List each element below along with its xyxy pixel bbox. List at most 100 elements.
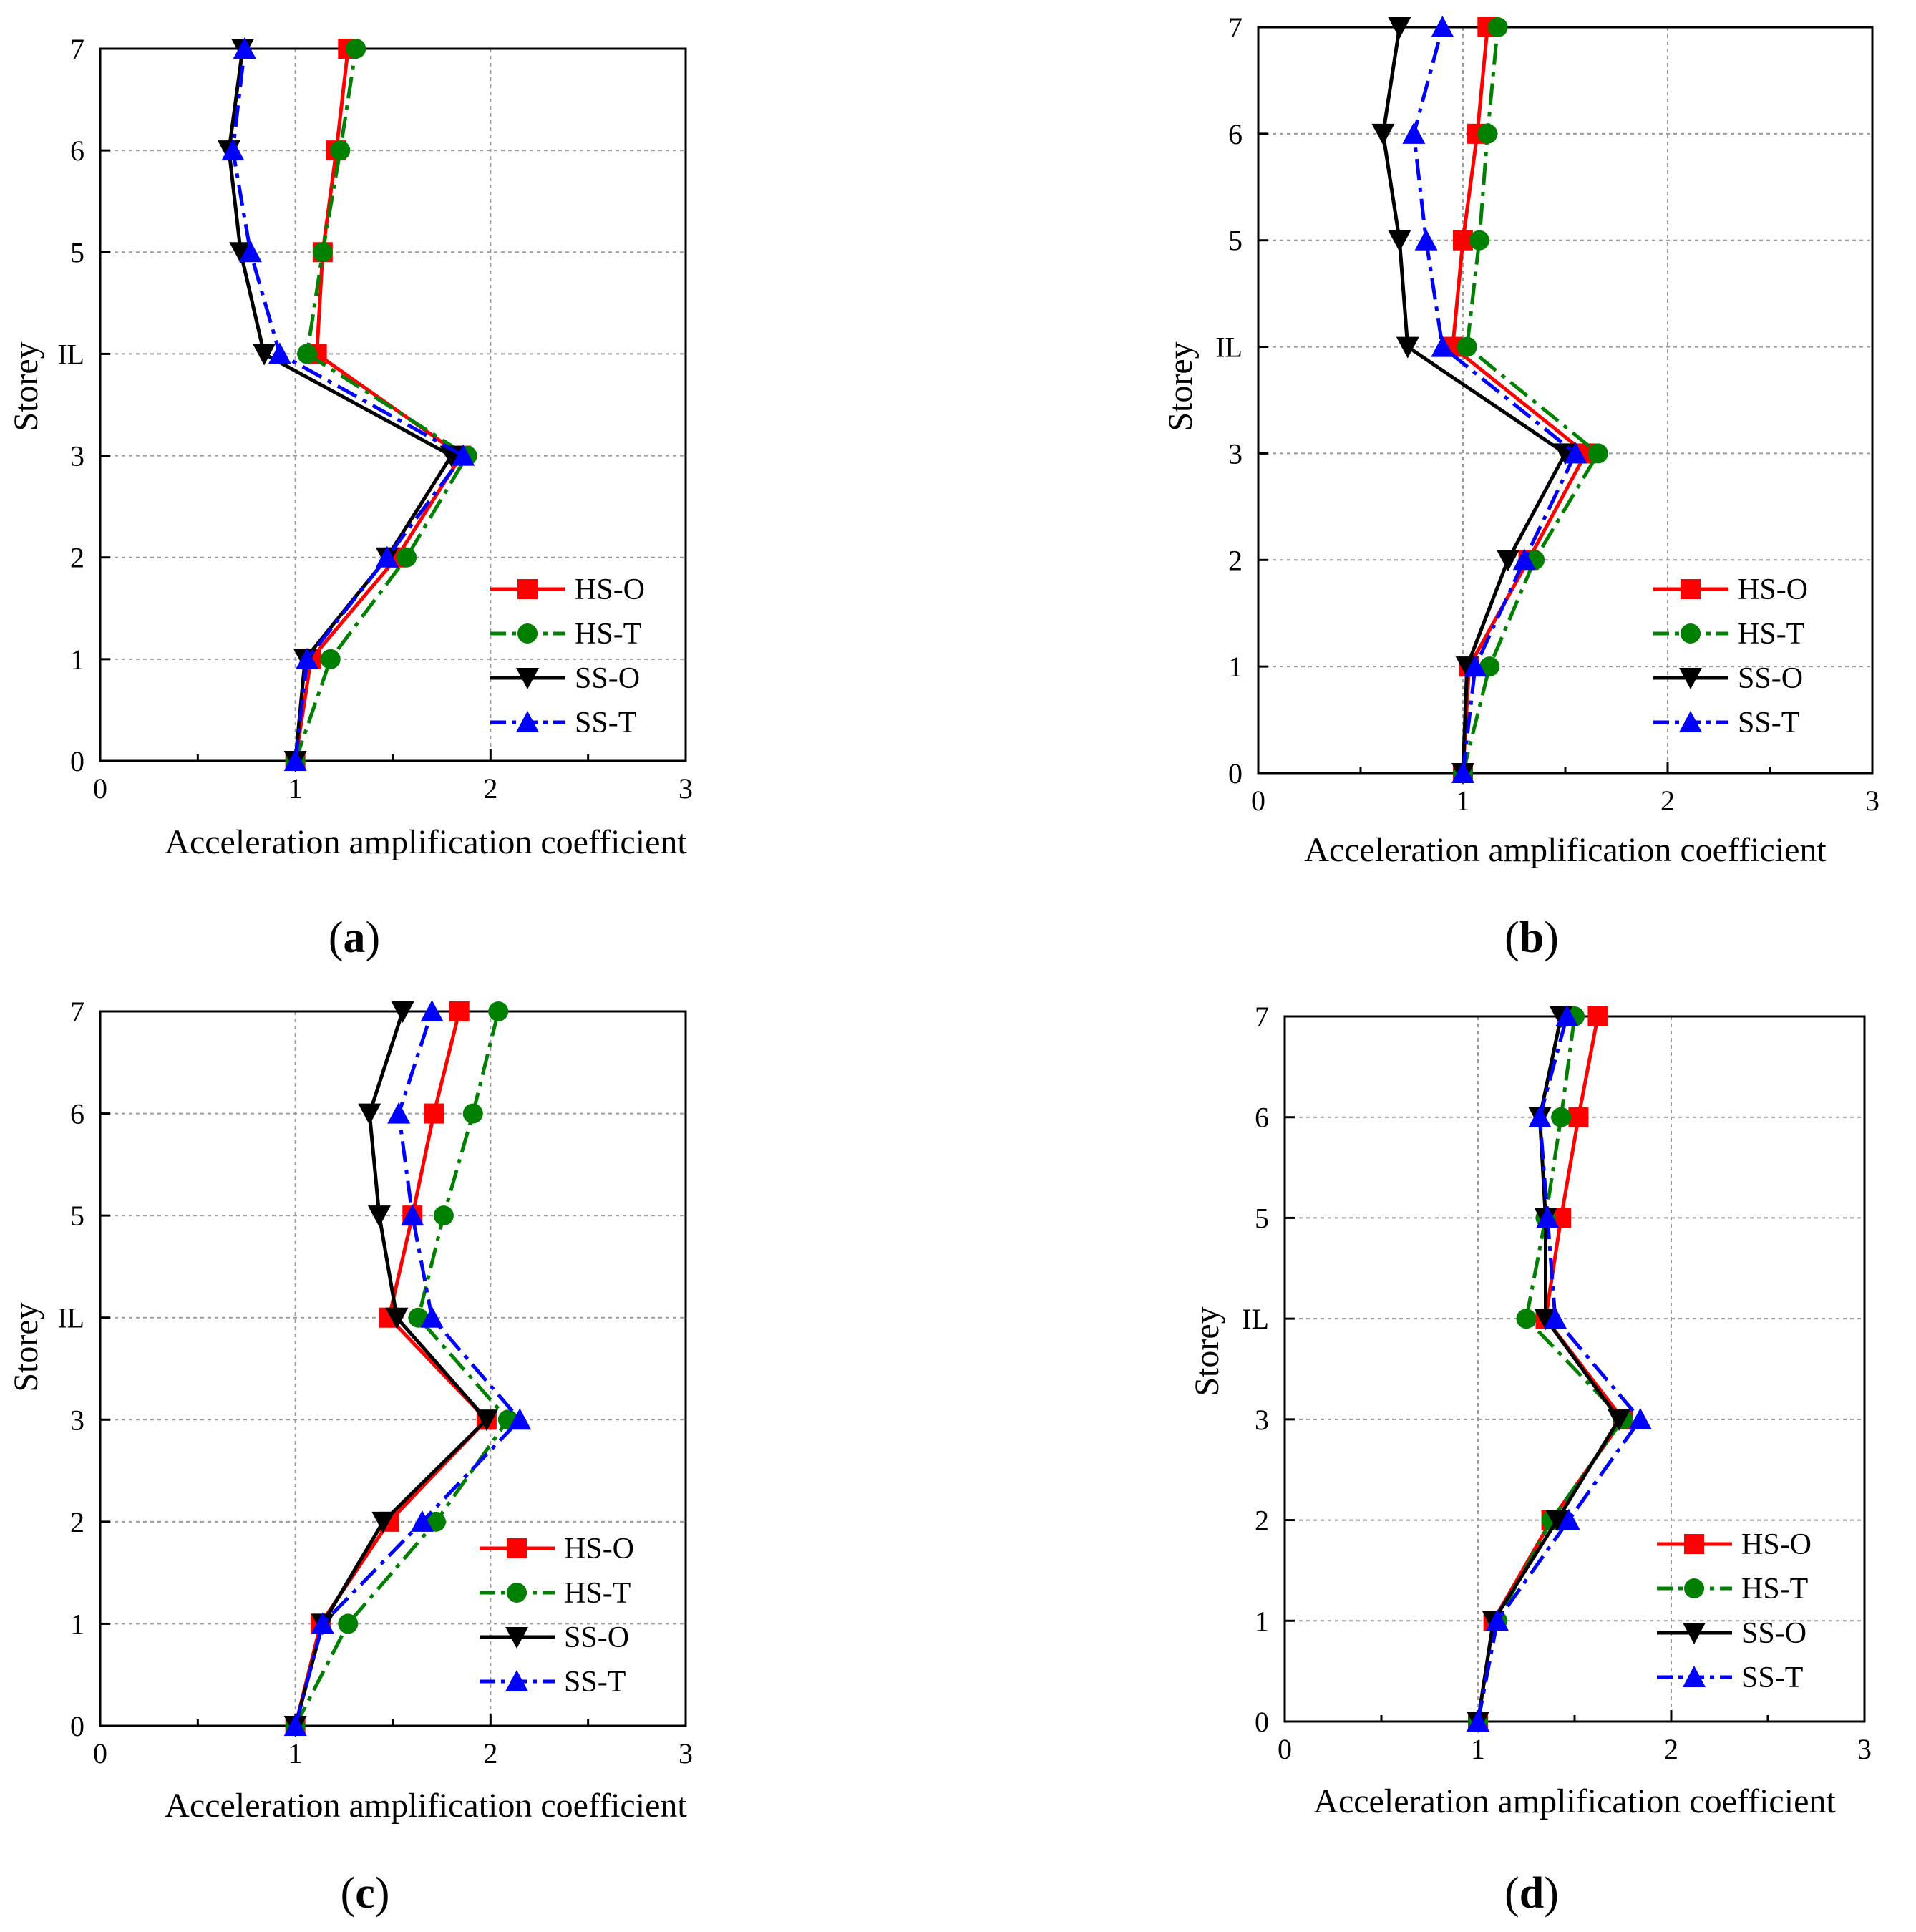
panel-label-close: ): [1544, 1869, 1559, 1918]
y-axis-label: Storey: [7, 1302, 45, 1392]
x-tick-label: 1: [1471, 1733, 1485, 1765]
data-point: [1587, 1006, 1608, 1026]
series-line: [1451, 26, 1588, 774]
legend-marker: [517, 579, 538, 599]
data-point: [475, 1409, 498, 1432]
data-point: [358, 1103, 381, 1125]
series-line: [1411, 26, 1577, 774]
data-point: [1464, 655, 1487, 677]
data-point: [233, 37, 256, 59]
x-axis-label: Acceleration amplification coefficient: [1304, 831, 1827, 869]
x-tick-label: 3: [679, 1737, 693, 1770]
data-point: [449, 1001, 470, 1021]
data-point: [229, 242, 253, 264]
legend-marker: [1681, 579, 1701, 599]
y-tick-label: 6: [70, 1098, 84, 1130]
panel-label-letter: c: [355, 1869, 375, 1918]
y-tick-label: 0: [1228, 757, 1243, 790]
data-point: [385, 1307, 409, 1329]
legend-label: HS-O: [575, 573, 645, 606]
plot-frame: [1257, 26, 1874, 775]
data-point: [1628, 1407, 1652, 1429]
data-point: [508, 1408, 532, 1430]
y-tick-label: 6: [1228, 118, 1243, 150]
data-point: [1451, 762, 1474, 783]
y-tick-label: IL: [1215, 331, 1243, 364]
data-point: [1487, 17, 1508, 37]
y-tick-label: 1: [1255, 1605, 1269, 1637]
panel-label: (c): [341, 1869, 390, 1918]
y-tick-label: 6: [70, 135, 84, 167]
y-tick-label: 7: [70, 996, 84, 1028]
x-tick-label: 0: [1251, 785, 1265, 817]
data-point: [1479, 656, 1500, 677]
x-tick-label: 0: [93, 772, 107, 805]
panel-b: 0 1 2 3 0 1 2 3 IL 5 6 7 Acceleration amplification …: [1162, 11, 1879, 962]
data-point: [1551, 1107, 1572, 1127]
panel-c: 0 1 2 3 0 1 2 3 IL 5 6 7 Acceleration amplification …: [7, 996, 693, 1918]
legend-marker: [516, 711, 539, 732]
data-point: [1528, 1105, 1552, 1127]
series-ss-t: [283, 1000, 532, 1736]
y-tick-label: 5: [70, 1200, 84, 1232]
y-tick-label: 5: [1228, 225, 1243, 257]
data-point: [367, 1205, 391, 1228]
x-tick-label: 2: [483, 1737, 497, 1770]
legend-marker: [1679, 711, 1702, 732]
data-point: [1414, 228, 1438, 251]
legend-marker: [1683, 1666, 1706, 1687]
data-point: [1564, 442, 1587, 464]
data-point: [1554, 443, 1577, 465]
panel-d: 0 1 2 3 0 1 2 3 IL 5 6 7 Acceleration amplification …: [1188, 1001, 1872, 1918]
data-point: [1402, 122, 1426, 144]
data-point: [1512, 548, 1536, 571]
data-point: [1545, 1510, 1569, 1532]
data-point: [371, 1511, 395, 1533]
data-point: [1431, 16, 1454, 37]
y-tick-label: 2: [70, 542, 84, 574]
y-tick-label: 1: [70, 644, 84, 676]
data-point: [1486, 1609, 1509, 1631]
y-tick-label: 7: [1228, 11, 1243, 44]
legend-label: HS-O: [564, 1533, 634, 1565]
data-point: [1396, 336, 1419, 359]
panel-label: (b): [1504, 913, 1559, 962]
series-line: [230, 48, 465, 762]
data-point: [338, 1613, 359, 1634]
legend-marker: [1681, 623, 1701, 644]
legend-marker: [1684, 1534, 1704, 1554]
y-tick-label: IL: [1242, 1303, 1269, 1335]
data-point: [296, 647, 319, 669]
y-tick-label: IL: [57, 338, 84, 370]
x-tick-label: 1: [288, 772, 303, 805]
legend-label: SS-O: [564, 1621, 629, 1654]
series-hs-t: [285, 39, 477, 771]
data-point: [1388, 230, 1411, 252]
x-tick-label: 3: [1857, 1733, 1872, 1765]
panel-label-close: ): [1544, 913, 1559, 962]
data-point: [1516, 1309, 1537, 1329]
data-point: [1568, 1107, 1589, 1127]
data-point: [1557, 1508, 1580, 1530]
legend-marker: [505, 1670, 528, 1691]
data-point: [238, 241, 262, 263]
data-point: [221, 139, 245, 161]
series-line: [1461, 26, 1600, 774]
y-tick-label: 2: [70, 1506, 84, 1538]
data-point: [1544, 1307, 1567, 1329]
data-point: [401, 1204, 424, 1226]
series-hs-t: [285, 1001, 518, 1736]
panel-label-open: (: [1504, 1869, 1519, 1918]
y-tick-label: 0: [70, 745, 84, 777]
data-point: [320, 649, 341, 669]
y-tick-label: 7: [1255, 1001, 1269, 1033]
panel-label-open: (: [1504, 913, 1519, 962]
series-ss-t: [221, 37, 475, 771]
data-point: [452, 444, 475, 466]
data-point: [346, 39, 366, 59]
legend-marker: [517, 623, 538, 644]
y-tick-label: 3: [1228, 437, 1243, 470]
y-tick-label: 2: [1255, 1505, 1269, 1537]
y-axis-label: Storey: [7, 341, 45, 431]
